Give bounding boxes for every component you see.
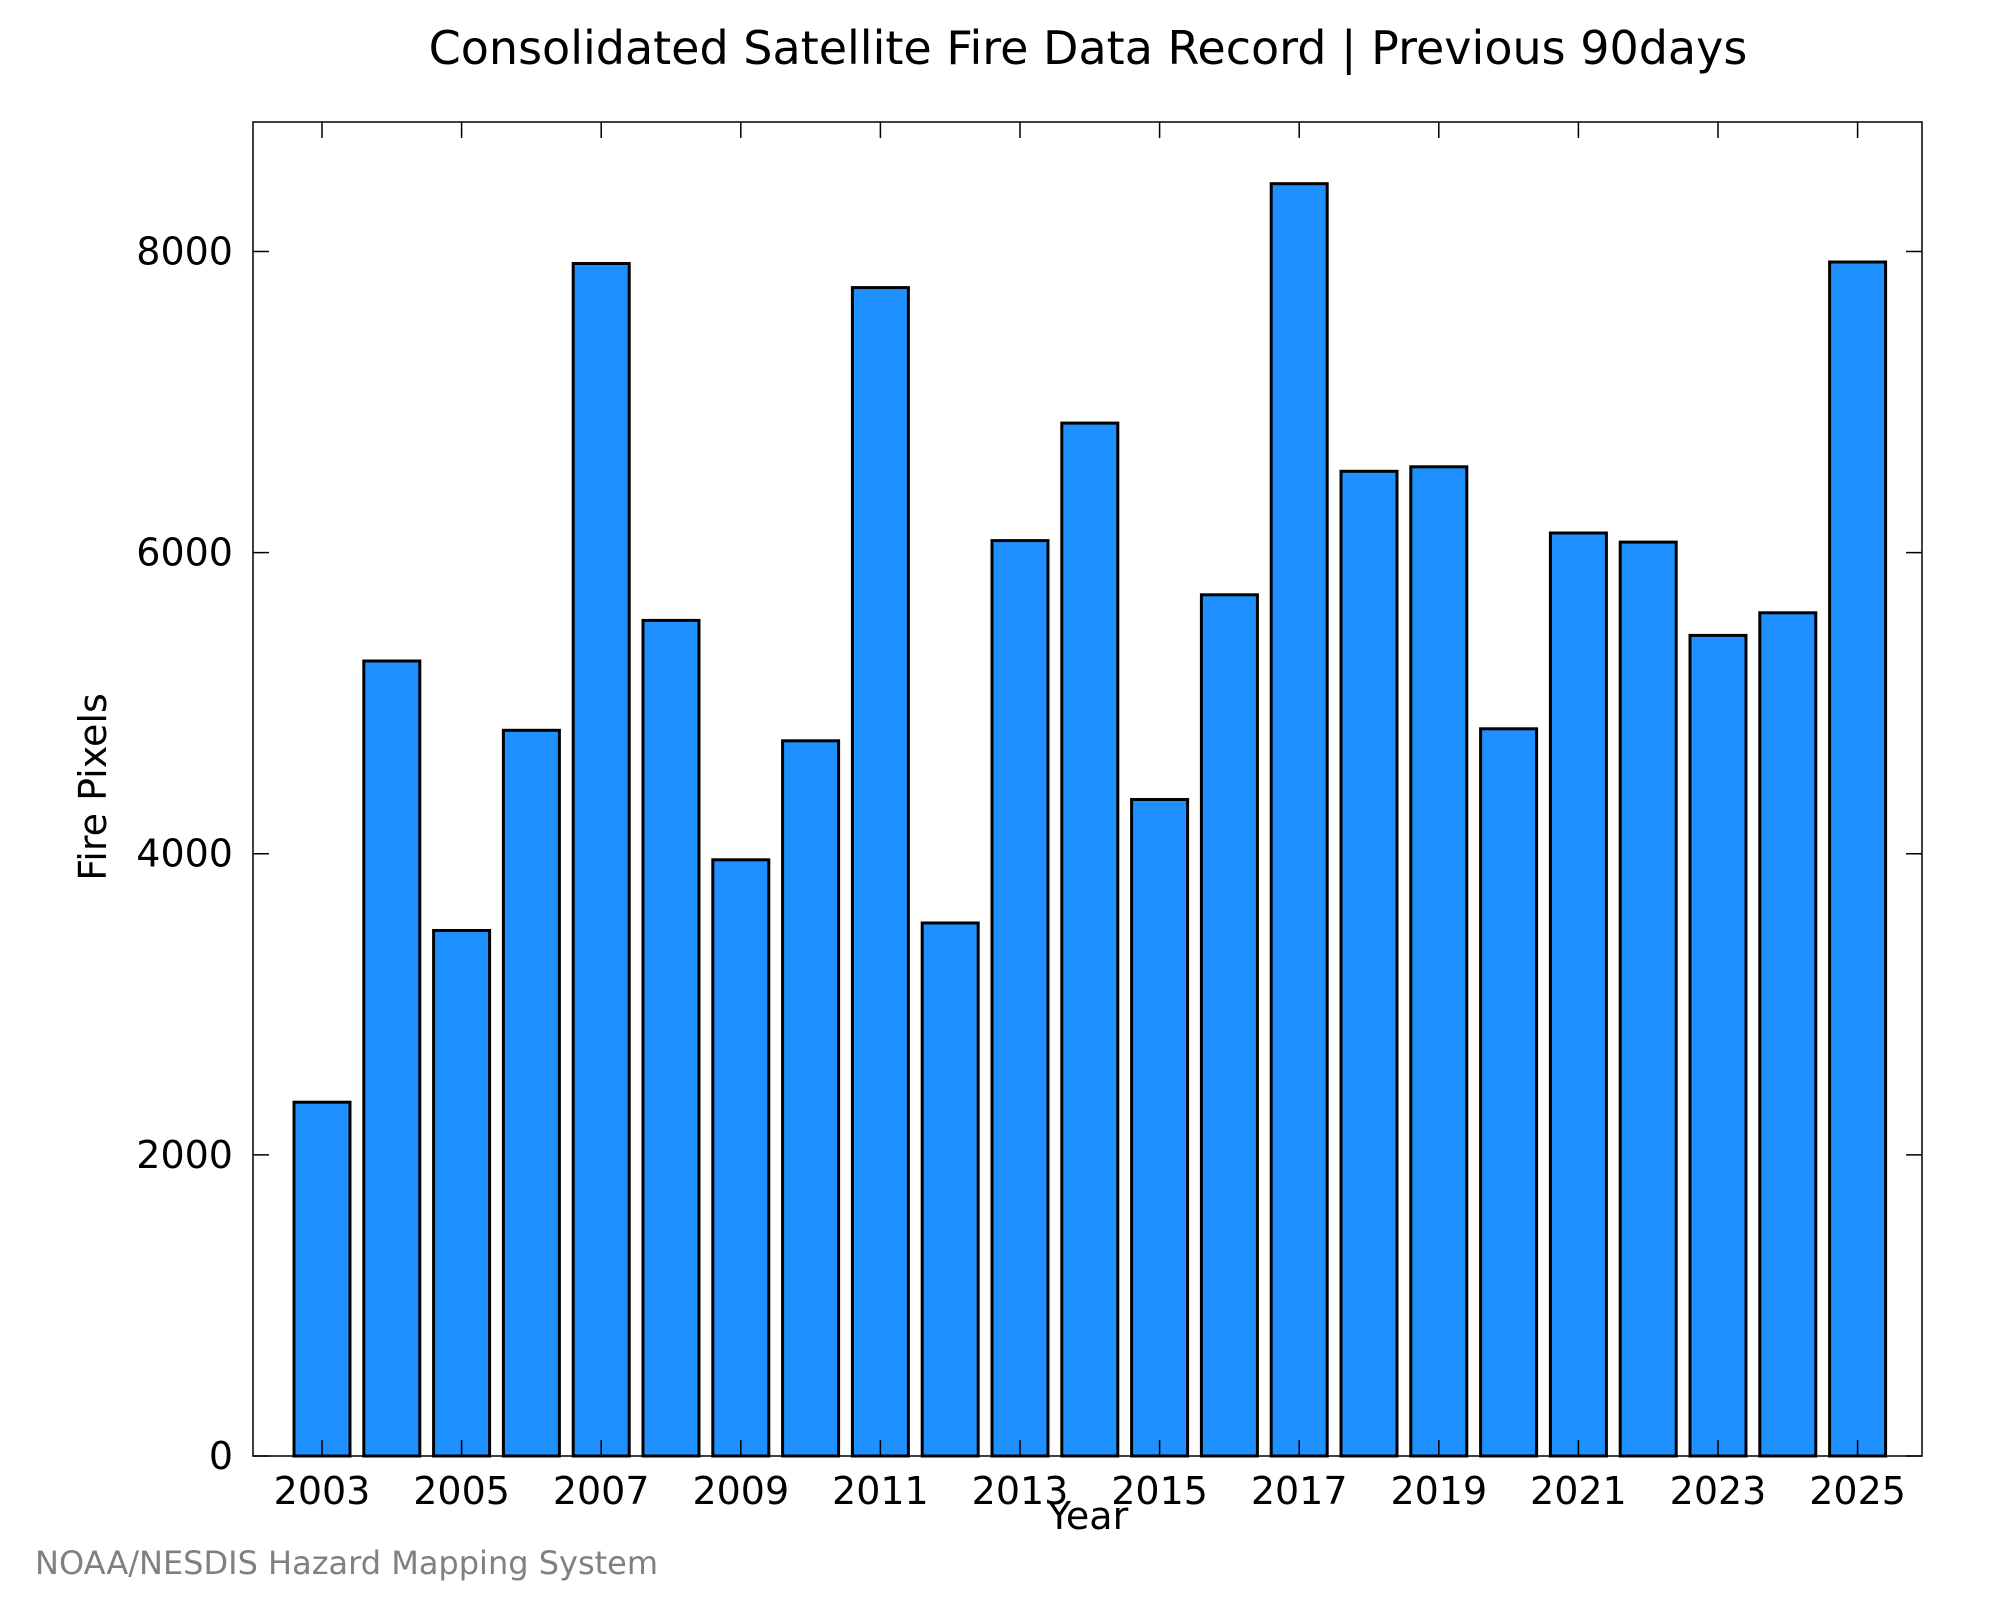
bar-2010 <box>781 739 841 1458</box>
bar-2024 <box>1758 611 1818 1458</box>
bar-2019 <box>1409 465 1469 1458</box>
x-tick-label-2011: 2011 <box>832 1469 929 1513</box>
x-tick-label-2025: 2025 <box>1809 1469 1906 1513</box>
x-tick-label-2021: 2021 <box>1530 1469 1627 1513</box>
bar-2007 <box>571 262 631 1458</box>
x-tick-label-2023: 2023 <box>1670 1469 1767 1513</box>
bar-2011 <box>850 286 910 1458</box>
x-axis-ticks: 2003 2005 2007 2009 2011 2013 2015 2017 2019 2021… <box>274 122 1906 1513</box>
x-tick-label-2013: 2013 <box>972 1469 1069 1513</box>
x-tick-label-2017: 2017 <box>1251 1469 1348 1513</box>
bar-2020 <box>1479 727 1539 1458</box>
x-axis-label: Year <box>1047 1494 1129 1538</box>
x-tick-label-2003: 2003 <box>274 1469 371 1513</box>
bar-2009 <box>711 858 771 1458</box>
x-tick-label-2009: 2009 <box>692 1469 789 1513</box>
bar-2003 <box>292 1100 352 1458</box>
bar-2025 <box>1828 260 1888 1458</box>
y-tick-label-6000: 6000 <box>136 531 233 575</box>
bar-2023 <box>1688 633 1748 1458</box>
bar-2008 <box>641 618 701 1458</box>
x-tick-label-2007: 2007 <box>553 1469 650 1513</box>
y-axis-ticks: 0 2000 4000 6000 8000 <box>136 229 1922 1478</box>
bar-2017 <box>1269 182 1329 1458</box>
x-tick-label-2005: 2005 <box>413 1469 510 1513</box>
chart-title: Consolidated Satellite Fire Data Record … <box>429 21 1748 76</box>
bar-2014 <box>1060 421 1120 1458</box>
x-tick-label-2019: 2019 <box>1390 1469 1487 1513</box>
y-tick-label-2000: 2000 <box>136 1133 233 1177</box>
bar-2006 <box>501 728 561 1458</box>
bar-2004 <box>362 659 422 1458</box>
bar-2013 <box>990 539 1050 1458</box>
x-tick-label-2015: 2015 <box>1111 1469 1208 1513</box>
bar-2012 <box>920 921 980 1458</box>
y-tick-label-0: 0 <box>209 1434 233 1478</box>
bar-2022 <box>1618 540 1678 1458</box>
y-tick-label-8000: 8000 <box>136 229 233 273</box>
bar-2016 <box>1199 593 1259 1458</box>
y-axis-label: Fire Pixels <box>71 693 115 881</box>
source-note: NOAA/NESDIS Hazard Mapping System <box>35 1544 658 1582</box>
bars-group <box>292 182 1888 1458</box>
bar-2005 <box>432 929 492 1458</box>
bar-2018 <box>1339 469 1399 1458</box>
y-tick-label-4000: 4000 <box>136 832 233 876</box>
bar-2015 <box>1130 798 1190 1458</box>
bar-2021 <box>1548 531 1608 1458</box>
